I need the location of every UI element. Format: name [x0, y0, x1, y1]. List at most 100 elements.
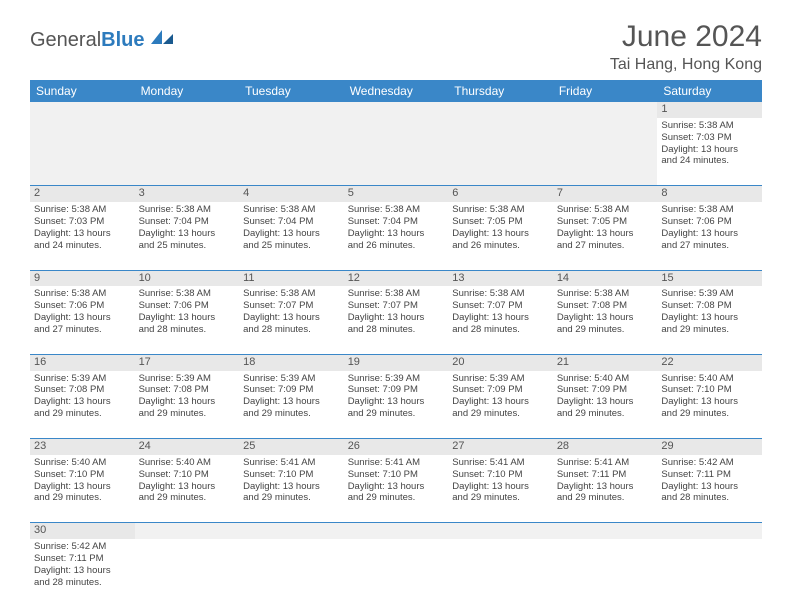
daylight-line-2: and 29 minutes.: [557, 408, 654, 420]
sunrise-line: Sunrise: 5:40 AM: [661, 373, 758, 385]
weekday-header: Sunday: [30, 80, 135, 102]
weekday-header: Friday: [553, 80, 658, 102]
sail-icon: [149, 28, 175, 52]
daylight-line-1: Daylight: 13 hours: [348, 396, 445, 408]
sunrise-line: Sunrise: 5:38 AM: [452, 288, 549, 300]
daylight-line-1: Daylight: 13 hours: [661, 144, 758, 156]
daylight-line-1: Daylight: 13 hours: [661, 312, 758, 324]
daylight-line-2: and 29 minutes.: [139, 492, 236, 504]
daylight-line-2: and 28 minutes.: [243, 324, 340, 336]
day-number-cell: 23: [30, 439, 135, 455]
sunrise-line: Sunrise: 5:42 AM: [661, 457, 758, 469]
day-number-cell: 10: [135, 270, 240, 286]
day-number-cell: [448, 523, 553, 539]
day-number-row: 23242526272829: [30, 439, 762, 455]
day-number-cell: [135, 523, 240, 539]
daylight-line-2: and 28 minutes.: [139, 324, 236, 336]
calendar-cell: Sunrise: 5:38 AMSunset: 7:07 PMDaylight:…: [344, 286, 449, 354]
calendar-cell: Sunrise: 5:38 AMSunset: 7:04 PMDaylight:…: [135, 202, 240, 270]
day-number-cell: 4: [239, 186, 344, 202]
sunset-line: Sunset: 7:10 PM: [34, 469, 131, 481]
sunrise-line: Sunrise: 5:39 AM: [139, 373, 236, 385]
calendar-cell: Sunrise: 5:38 AMSunset: 7:08 PMDaylight:…: [553, 286, 658, 354]
sunset-line: Sunset: 7:09 PM: [557, 384, 654, 396]
daylight-line-1: Daylight: 13 hours: [452, 228, 549, 240]
daylight-line-1: Daylight: 13 hours: [557, 312, 654, 324]
calendar-cell: Sunrise: 5:38 AMSunset: 7:06 PMDaylight:…: [30, 286, 135, 354]
daylight-line-2: and 24 minutes.: [34, 240, 131, 252]
daylight-line-2: and 27 minutes.: [34, 324, 131, 336]
calendar-cell: [553, 118, 658, 186]
sunrise-line: Sunrise: 5:38 AM: [243, 288, 340, 300]
calendar-cell: [239, 539, 344, 607]
day-number-cell: [344, 102, 449, 118]
day-number-cell: [448, 102, 553, 118]
day-number-cell: 15: [657, 270, 762, 286]
sunset-line: Sunset: 7:10 PM: [348, 469, 445, 481]
day-number-cell: 28: [553, 439, 658, 455]
daylight-line-1: Daylight: 13 hours: [452, 312, 549, 324]
weekday-header-row: SundayMondayTuesdayWednesdayThursdayFrid…: [30, 80, 762, 102]
calendar-cell: Sunrise: 5:41 AMSunset: 7:11 PMDaylight:…: [553, 455, 658, 523]
day-number-cell: 20: [448, 354, 553, 370]
daylight-line-1: Daylight: 13 hours: [557, 228, 654, 240]
daylight-line-2: and 25 minutes.: [243, 240, 340, 252]
calendar-cell: Sunrise: 5:38 AMSunset: 7:03 PMDaylight:…: [30, 202, 135, 270]
weekday-header: Thursday: [448, 80, 553, 102]
calendar-cell: Sunrise: 5:38 AMSunset: 7:04 PMDaylight:…: [239, 202, 344, 270]
daylight-line-1: Daylight: 13 hours: [557, 396, 654, 408]
daylight-line-2: and 27 minutes.: [557, 240, 654, 252]
calendar-cell: Sunrise: 5:41 AMSunset: 7:10 PMDaylight:…: [239, 455, 344, 523]
brand-part1: General: [30, 29, 101, 52]
sunset-line: Sunset: 7:07 PM: [348, 300, 445, 312]
calendar-cell: Sunrise: 5:38 AMSunset: 7:07 PMDaylight:…: [448, 286, 553, 354]
daylight-line-2: and 29 minutes.: [557, 492, 654, 504]
calendar-week-row: Sunrise: 5:38 AMSunset: 7:03 PMDaylight:…: [30, 118, 762, 186]
daylight-line-1: Daylight: 13 hours: [243, 396, 340, 408]
brand-logo: GeneralBlue: [30, 20, 175, 52]
day-number-row: 16171819202122: [30, 354, 762, 370]
day-number-row: 2345678: [30, 186, 762, 202]
brand-part2: Blue: [101, 29, 144, 52]
sunrise-line: Sunrise: 5:38 AM: [557, 204, 654, 216]
calendar-table: SundayMondayTuesdayWednesdayThursdayFrid…: [30, 80, 762, 607]
calendar-cell: Sunrise: 5:40 AMSunset: 7:10 PMDaylight:…: [657, 371, 762, 439]
sunrise-line: Sunrise: 5:40 AM: [557, 373, 654, 385]
sunset-line: Sunset: 7:07 PM: [452, 300, 549, 312]
calendar-cell: Sunrise: 5:40 AMSunset: 7:09 PMDaylight:…: [553, 371, 658, 439]
calendar-week-row: Sunrise: 5:39 AMSunset: 7:08 PMDaylight:…: [30, 371, 762, 439]
sunrise-line: Sunrise: 5:39 AM: [243, 373, 340, 385]
sunrise-line: Sunrise: 5:38 AM: [661, 204, 758, 216]
daylight-line-2: and 28 minutes.: [34, 577, 131, 589]
sunset-line: Sunset: 7:10 PM: [139, 469, 236, 481]
day-number-cell: 17: [135, 354, 240, 370]
daylight-line-2: and 28 minutes.: [348, 324, 445, 336]
sunrise-line: Sunrise: 5:41 AM: [452, 457, 549, 469]
sunset-line: Sunset: 7:11 PM: [34, 553, 131, 565]
calendar-cell: Sunrise: 5:38 AMSunset: 7:05 PMDaylight:…: [448, 202, 553, 270]
daylight-line-1: Daylight: 13 hours: [348, 228, 445, 240]
calendar-cell: [135, 539, 240, 607]
daylight-line-1: Daylight: 13 hours: [34, 481, 131, 493]
day-number-cell: 29: [657, 439, 762, 455]
calendar-cell: Sunrise: 5:42 AMSunset: 7:11 PMDaylight:…: [657, 455, 762, 523]
sunset-line: Sunset: 7:04 PM: [139, 216, 236, 228]
day-number-cell: 22: [657, 354, 762, 370]
daylight-line-2: and 29 minutes.: [243, 408, 340, 420]
weekday-header: Tuesday: [239, 80, 344, 102]
calendar-cell: [239, 118, 344, 186]
daylight-line-1: Daylight: 13 hours: [243, 228, 340, 240]
sunrise-line: Sunrise: 5:42 AM: [34, 541, 131, 553]
sunset-line: Sunset: 7:04 PM: [348, 216, 445, 228]
calendar-cell: Sunrise: 5:39 AMSunset: 7:08 PMDaylight:…: [30, 371, 135, 439]
day-number-cell: 27: [448, 439, 553, 455]
sunset-line: Sunset: 7:10 PM: [661, 384, 758, 396]
sunset-line: Sunset: 7:09 PM: [452, 384, 549, 396]
sunset-line: Sunset: 7:10 PM: [243, 469, 340, 481]
calendar-cell: [344, 118, 449, 186]
daylight-line-2: and 29 minutes.: [661, 324, 758, 336]
daylight-line-2: and 29 minutes.: [243, 492, 340, 504]
sunrise-line: Sunrise: 5:38 AM: [243, 204, 340, 216]
calendar-cell: [344, 539, 449, 607]
calendar-cell: Sunrise: 5:40 AMSunset: 7:10 PMDaylight:…: [30, 455, 135, 523]
